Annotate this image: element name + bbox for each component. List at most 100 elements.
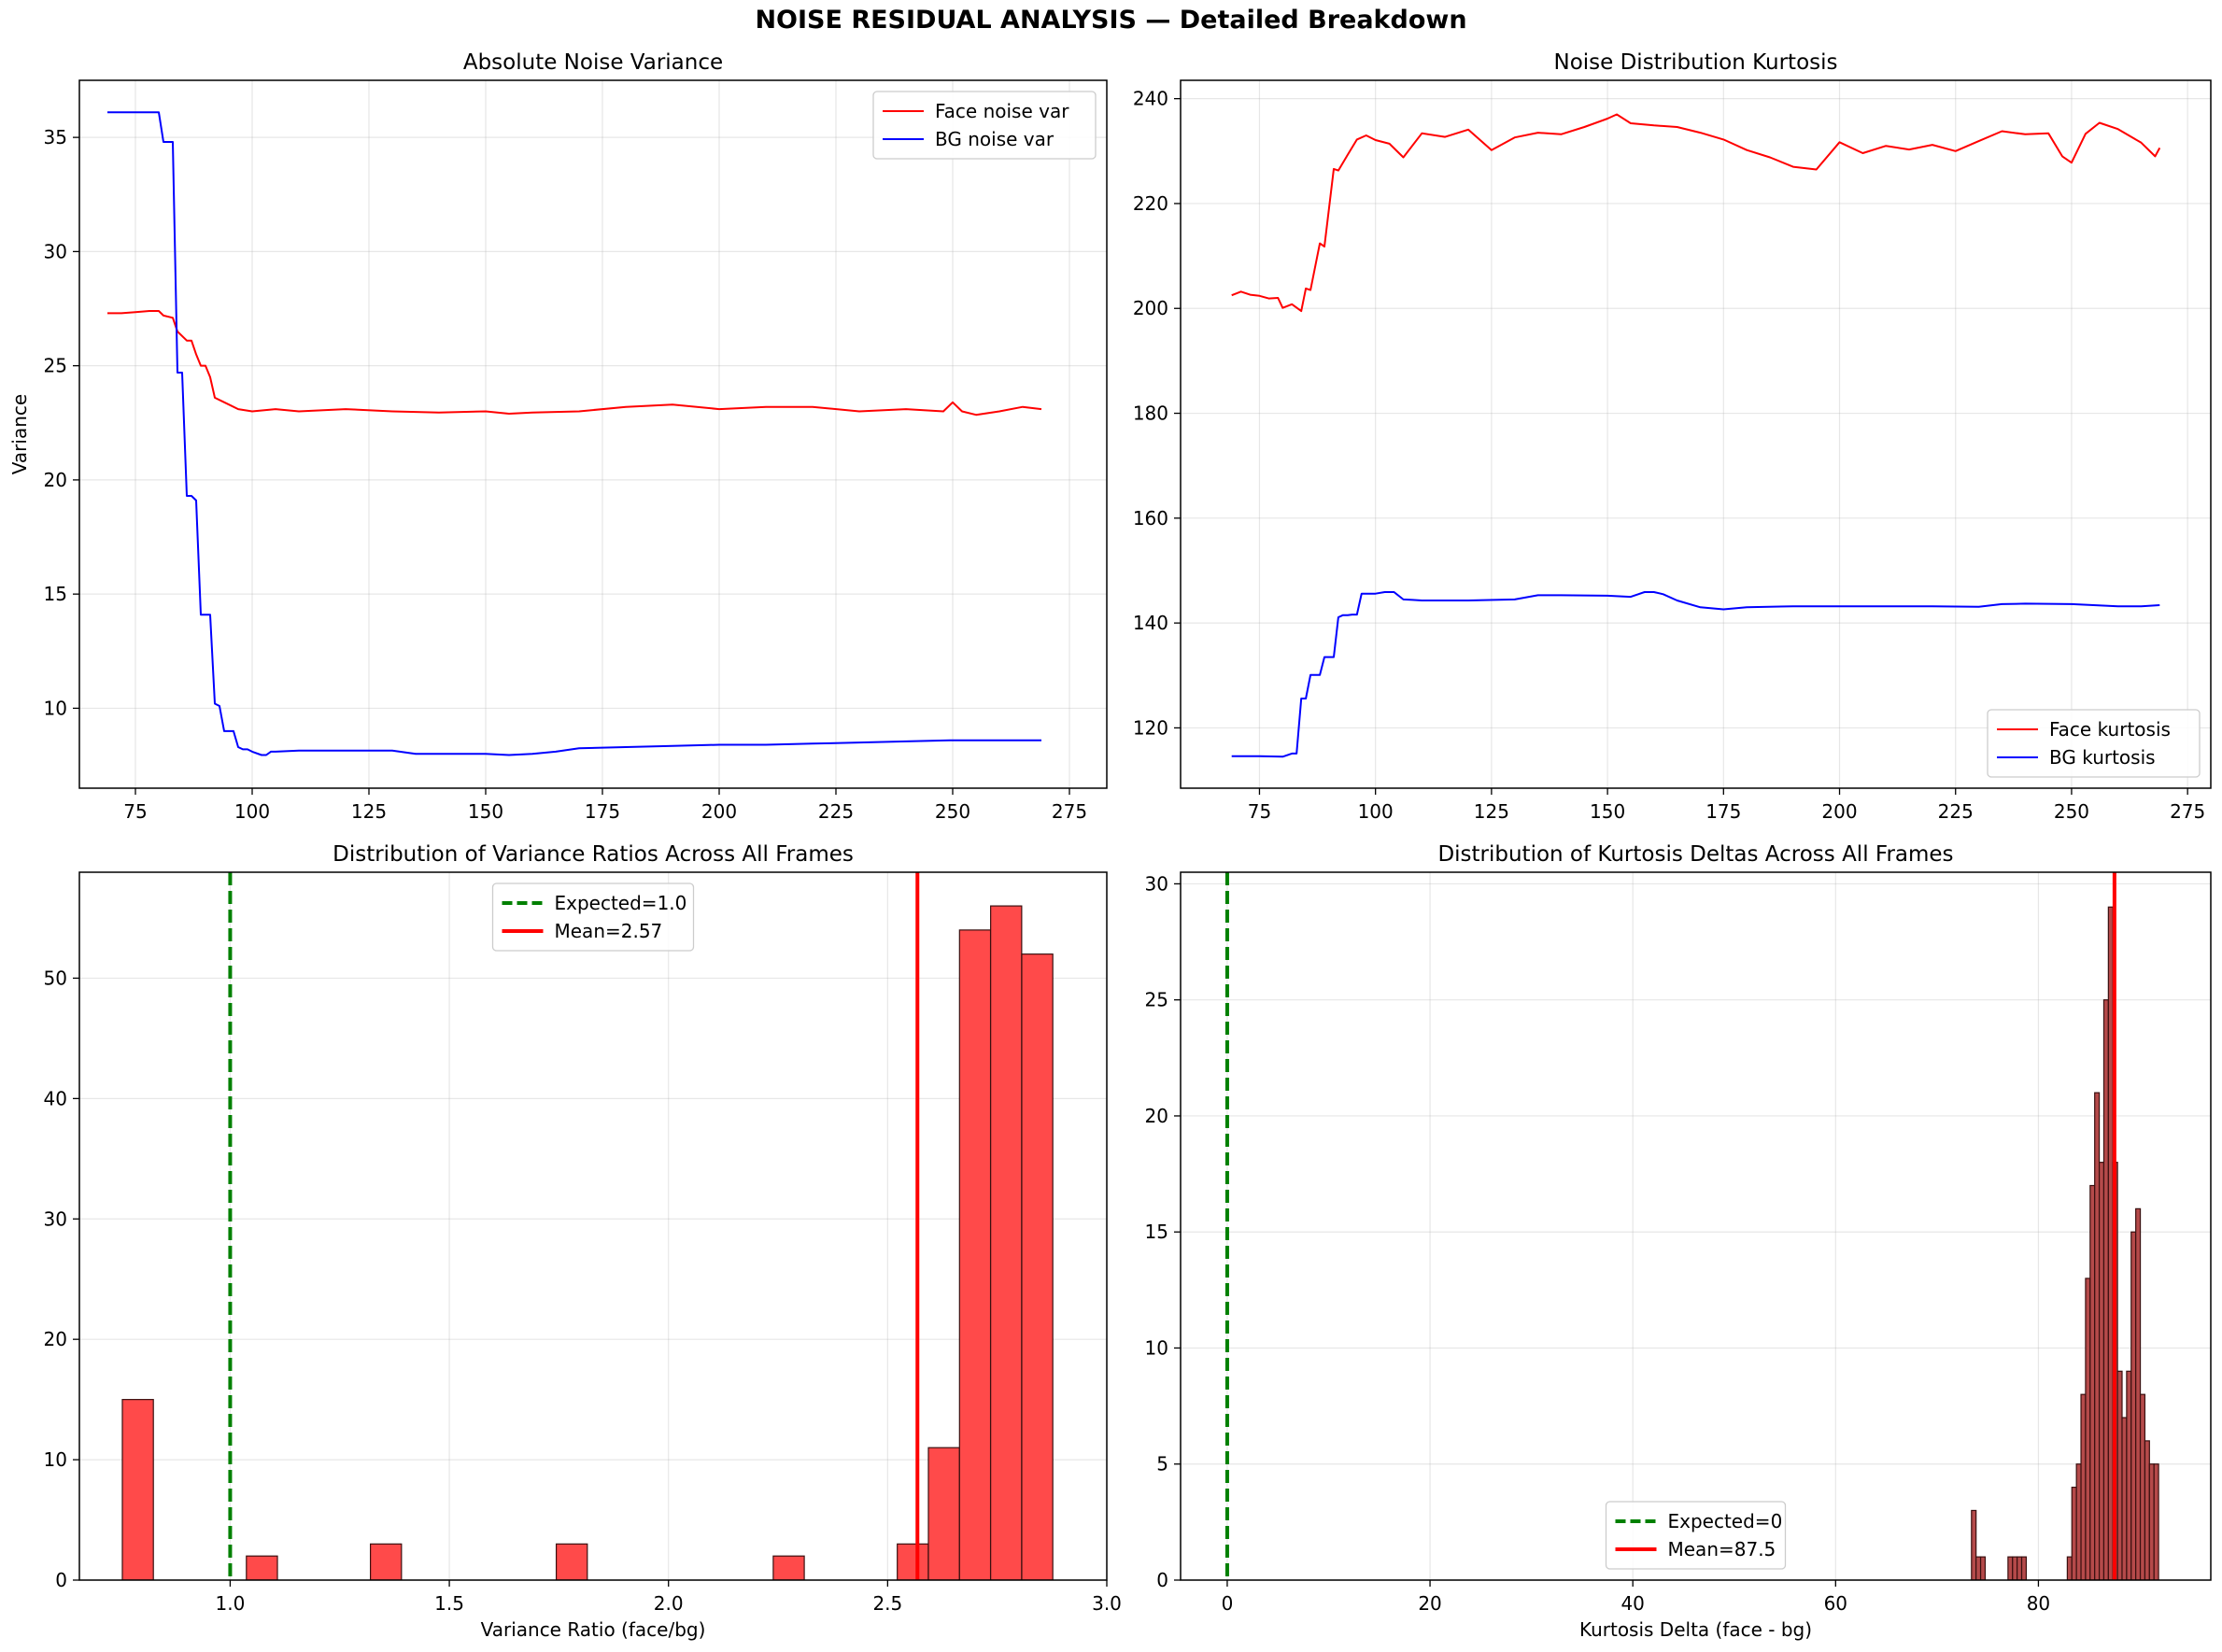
- y-tick-label: 220: [1133, 192, 1168, 215]
- chart-title: Absolute Noise Variance: [463, 50, 723, 75]
- x-tick-label: 1.5: [434, 1592, 464, 1615]
- x-tick-label: 225: [818, 800, 854, 823]
- y-tick-label: 10: [1145, 1336, 1168, 1359]
- panel-1: 75 100 125 150 175 200 225 250 275 10 15 20 25 30 35 Ab…: [8, 50, 1108, 823]
- plot-area: [1231, 113, 2161, 758]
- histogram-bar: [2020, 1556, 2028, 1580]
- x-tick-label: 275: [1052, 800, 1087, 823]
- histogram-bar: [1021, 953, 1054, 1580]
- histogram-bar: [246, 1555, 278, 1580]
- y-tick-label: 10: [44, 1448, 67, 1471]
- x-tick-label: 20: [1418, 1592, 1441, 1615]
- y-tick-label: 20: [1145, 1105, 1168, 1127]
- y-tick-label: 140: [1133, 612, 1168, 634]
- histogram-bar: [2121, 1417, 2128, 1580]
- x-tick-label: 200: [701, 800, 737, 823]
- x-tick-label: 60: [1824, 1592, 1847, 1615]
- axes-frame: [1180, 79, 2212, 789]
- histogram-bar: [2089, 1184, 2096, 1580]
- y-tick-label: 30: [44, 1207, 67, 1230]
- y-tick-label: 180: [1133, 402, 1168, 425]
- x-tick-label: 125: [1474, 800, 1509, 823]
- panel-4: 0 20 40 60 80 0 5 10 15 20 25 30 Distribution of Kur…: [1145, 842, 2212, 1641]
- histogram-bar: [990, 905, 1023, 1580]
- x-tick-label: 275: [2170, 800, 2205, 823]
- histogram-bar: [2126, 1370, 2132, 1580]
- histogram-bar: [2085, 1278, 2091, 1580]
- legend-box: [872, 91, 1097, 160]
- axes-frame: [78, 871, 1108, 1581]
- chart-title: Noise Distribution Kurtosis: [1553, 50, 1837, 75]
- y-tick-label: 160: [1133, 507, 1168, 529]
- x-tick-label: 150: [1590, 800, 1625, 823]
- x-tick-label: 3.0: [1092, 1592, 1122, 1615]
- histogram-bar: [2135, 1207, 2142, 1580]
- x-tick-label: 80: [2027, 1592, 2050, 1615]
- y-tick-label: 30: [1145, 872, 1168, 895]
- y-tick-label: 30: [44, 240, 67, 262]
- plot-area: [1224, 872, 2159, 1580]
- plot-area: [107, 111, 1042, 756]
- legend-box: [1987, 709, 2201, 778]
- histogram-bar: [772, 1555, 805, 1580]
- panel-3: 1.0 1.5 2.0 2.5 3.0 0 10 20 30 40 50 Distribution o…: [44, 842, 1122, 1641]
- y-tick-label: 25: [1145, 989, 1168, 1011]
- histogram-bar: [2139, 1393, 2146, 1580]
- x-tick-label: 75: [123, 800, 147, 823]
- chart-title: Distribution of Variance Ratios Across A…: [333, 842, 854, 867]
- histogram-bar: [555, 1543, 588, 1580]
- histogram-bar: [2017, 1556, 2023, 1580]
- histogram-bar: [370, 1543, 403, 1580]
- histogram-bar: [2075, 1463, 2082, 1580]
- histogram-bar: [2116, 1370, 2123, 1580]
- y-tick-label: 20: [44, 469, 67, 491]
- x-tick-label: 250: [935, 800, 970, 823]
- legend-box: [1605, 1501, 1787, 1570]
- x-tick-label: 1.0: [216, 1592, 246, 1615]
- histogram-bar: [2153, 1463, 2159, 1580]
- x-tick-label: 250: [2054, 800, 2089, 823]
- histogram-bar: [2012, 1556, 2018, 1580]
- y-tick-label: 35: [44, 126, 67, 148]
- x-tick-label: 100: [234, 800, 270, 823]
- histogram-bar: [2102, 999, 2109, 1580]
- x-tick-label: 175: [1705, 800, 1741, 823]
- histogram-bar: [2148, 1463, 2155, 1580]
- y-tick-label: 15: [1145, 1221, 1168, 1243]
- legend-label: Face noise var: [935, 100, 1069, 122]
- y-tick-label: 40: [44, 1087, 67, 1109]
- histogram-bar: [2066, 1556, 2073, 1580]
- legend-label: Face kurtosis: [2049, 718, 2171, 741]
- y-tick-label: 15: [44, 583, 67, 605]
- legend-label: BG kurtosis: [2049, 746, 2156, 769]
- x-tick-label: 200: [1821, 800, 1857, 823]
- legend: Face kurtosis BG kurtosis: [1987, 709, 2201, 778]
- histogram-bar: [2080, 1393, 2087, 1580]
- x-tick-label: 100: [1358, 800, 1394, 823]
- series-line-1: [1231, 113, 2161, 313]
- y-axis-label: Variance: [8, 394, 31, 474]
- histogram-bar: [2107, 906, 2114, 1580]
- legend: Expected=0 Mean=87.5: [1605, 1501, 1787, 1570]
- legend-label: Mean=2.57: [555, 920, 663, 942]
- series-line-1: [107, 310, 1042, 417]
- histogram-bar: [1979, 1556, 1987, 1580]
- panel-2: 75 100 125 150 175 200 225 250 275 120 140 160 180 20…: [1133, 50, 2212, 823]
- legend: Face noise var BG noise var: [872, 91, 1097, 160]
- histogram-bar: [2144, 1440, 2150, 1580]
- figure-suptitle: NOISE RESIDUAL ANALYSIS — Detailed Break…: [755, 6, 1467, 35]
- legend: Expected=1.0 Mean=2.57: [491, 882, 695, 952]
- histogram-bar: [1975, 1556, 1982, 1580]
- x-axis-label: Kurtosis Delta (face - bg): [1579, 1618, 1812, 1641]
- axes-frame: [1180, 871, 2212, 1581]
- histogram-bar: [2071, 1486, 2077, 1580]
- histogram-bar: [121, 1399, 154, 1580]
- axes-frame: [78, 79, 1108, 789]
- histogram-bar: [2007, 1556, 2014, 1580]
- histogram-bar: [2094, 1092, 2101, 1580]
- legend-label: Mean=87.5: [1668, 1538, 1776, 1560]
- y-tick-label: 240: [1133, 88, 1168, 110]
- plot-area: [121, 872, 1054, 1580]
